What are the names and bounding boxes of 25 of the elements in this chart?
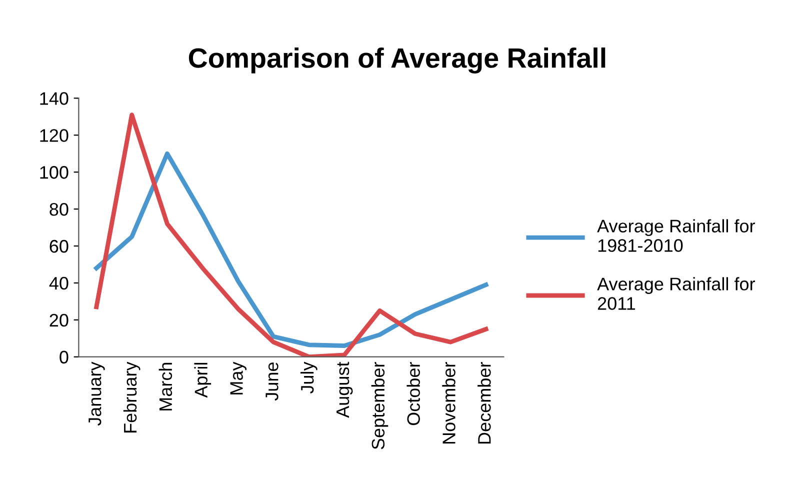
x-tick-label: February: [123, 362, 140, 432]
x-tick-label: March: [158, 362, 172, 410]
y-tick-label: 60: [50, 240, 68, 253]
line-series: [94, 112, 488, 357]
x-tick-label: September: [371, 362, 388, 450]
y-tick-label: 120: [40, 129, 68, 142]
y-tick-label: 100: [40, 166, 68, 179]
y-tick-label: 80: [50, 202, 68, 216]
x-tick-label: October: [406, 362, 420, 426]
x-tick-label: January: [88, 362, 105, 426]
y-tick-label: 40: [49, 276, 68, 290]
x-tick-label: July: [300, 362, 318, 394]
legend-label: Average Rainfall for 2011: [597, 277, 755, 310]
x-tick-label: November: [442, 362, 456, 444]
x-tick-label: December: [478, 362, 491, 444]
line-series: [94, 151, 488, 348]
chart-title: Comparison of Average Rainfall: [188, 48, 606, 74]
x-tick-label: August: [336, 362, 353, 418]
x-tick-label: June: [266, 362, 278, 401]
x-tick-label: May: [230, 362, 246, 394]
y-tick-label: 140: [40, 92, 68, 105]
x-tick-label: April: [194, 362, 212, 398]
y-tick-label: 20: [50, 314, 68, 327]
y-tick-label: 0: [60, 350, 68, 364]
legend-label: Average Rainfall for 1981-2010: [597, 219, 755, 252]
